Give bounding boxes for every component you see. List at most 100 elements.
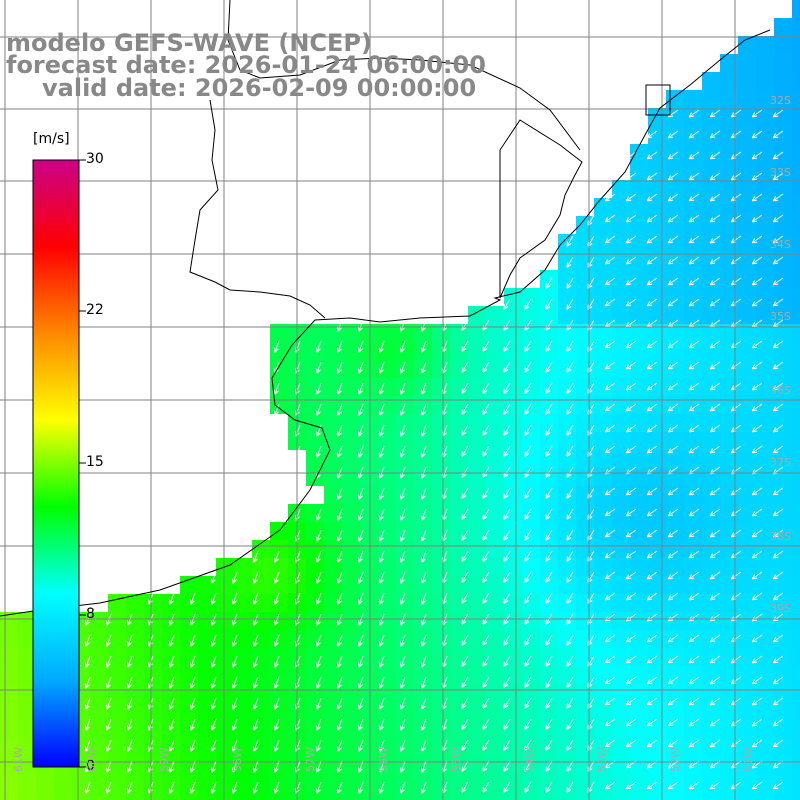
wind-arrow bbox=[709, 676, 721, 685]
wind-arrow bbox=[688, 235, 700, 244]
wind-arrow bbox=[357, 361, 364, 374]
wind-arrow bbox=[503, 487, 511, 499]
wind-arrow bbox=[482, 340, 490, 352]
wind-arrow bbox=[772, 781, 784, 790]
wind-arrow bbox=[688, 445, 700, 454]
wind-arrow bbox=[604, 655, 616, 664]
wind-arrow bbox=[751, 508, 763, 517]
wind-arrow bbox=[751, 172, 763, 181]
wind-arrow bbox=[315, 697, 322, 710]
wind-arrow bbox=[709, 424, 721, 433]
wind-arrow bbox=[482, 697, 490, 709]
wind-arrow bbox=[625, 340, 637, 349]
wind-arrow bbox=[315, 529, 322, 542]
wind-arrow bbox=[189, 781, 196, 794]
wind-arrow bbox=[378, 445, 385, 458]
wind-arrow bbox=[751, 151, 763, 160]
wind-arrow bbox=[625, 424, 637, 433]
wind-arrow bbox=[231, 592, 238, 605]
wind-arrow bbox=[336, 487, 343, 500]
wind-arrow bbox=[482, 382, 490, 394]
wind-arrow bbox=[772, 109, 784, 118]
lon-label-55w: 55W bbox=[450, 747, 463, 772]
lon-label-51w: 51W bbox=[742, 747, 755, 772]
wind-arrow bbox=[646, 277, 658, 286]
wind-arrow bbox=[84, 739, 91, 752]
wind-arrow bbox=[482, 592, 490, 604]
wind-arrow bbox=[667, 655, 679, 664]
wind-arrow bbox=[667, 193, 679, 202]
wind-arrow bbox=[84, 676, 91, 689]
wind-arrow bbox=[231, 781, 238, 794]
wind-arrow bbox=[126, 613, 133, 626]
wind-arrow bbox=[252, 634, 259, 647]
wind-arrow bbox=[667, 781, 679, 790]
wind-arrow bbox=[420, 550, 427, 563]
wind-arrow bbox=[751, 277, 763, 286]
wind-arrow bbox=[126, 676, 133, 689]
wind-arrow bbox=[524, 319, 532, 331]
wind-arrow bbox=[604, 487, 616, 496]
wind-arrow bbox=[399, 760, 406, 773]
wind-arrow bbox=[667, 550, 679, 559]
wind-arrow bbox=[772, 676, 784, 685]
wind-arrow bbox=[336, 592, 343, 605]
wind-arrow bbox=[461, 697, 469, 709]
wind-arrow bbox=[336, 361, 343, 374]
wind-arrow bbox=[336, 571, 343, 584]
wind-arrow bbox=[688, 151, 700, 160]
wind-arrow bbox=[524, 361, 532, 373]
lon-label-59w: 59W bbox=[158, 747, 171, 772]
wind-arrow bbox=[420, 655, 427, 668]
wind-arrow bbox=[378, 487, 385, 500]
wind-arrow bbox=[273, 781, 280, 794]
wind-arrow bbox=[378, 592, 385, 605]
wind-arrow bbox=[667, 151, 679, 160]
wind-arrow bbox=[503, 382, 511, 394]
wind-arrow bbox=[566, 655, 574, 667]
wind-arrow bbox=[667, 529, 679, 538]
wind-arrow bbox=[646, 361, 658, 370]
wind-arrow bbox=[524, 550, 532, 562]
wind-arrow bbox=[315, 403, 322, 416]
wind-arrow bbox=[524, 760, 532, 772]
wind-arrow bbox=[273, 340, 280, 353]
wind-arrow bbox=[399, 697, 406, 710]
wind-arrow bbox=[378, 781, 385, 794]
wind-arrow bbox=[189, 676, 196, 689]
wind-arrow bbox=[709, 739, 721, 748]
wind-arrow bbox=[105, 739, 112, 752]
wind-arrow bbox=[420, 403, 427, 416]
wind-arrow bbox=[503, 340, 511, 352]
wind-arrow bbox=[688, 256, 700, 265]
wind-arrow bbox=[336, 613, 343, 626]
wind-arrow bbox=[772, 172, 784, 181]
wind-arrow bbox=[231, 697, 238, 710]
wind-arrow bbox=[625, 172, 637, 181]
wind-arrow bbox=[772, 550, 784, 559]
lon-label-61w: 61W bbox=[12, 747, 25, 772]
border-north bbox=[227, 0, 581, 151]
wind-arrow bbox=[482, 424, 490, 436]
wind-arrow bbox=[420, 571, 427, 584]
wind-arrow bbox=[625, 634, 637, 643]
wind-arrow bbox=[357, 529, 364, 542]
wind-arrow bbox=[420, 613, 427, 626]
wind-arrow bbox=[336, 760, 343, 773]
wind-arrow bbox=[751, 130, 763, 139]
wind-arrow bbox=[545, 655, 553, 667]
wind-arrow bbox=[357, 655, 364, 668]
wind-arrow bbox=[688, 508, 700, 517]
wind-arrow bbox=[357, 340, 364, 353]
wind-arrow bbox=[168, 760, 175, 773]
wind-arrow bbox=[646, 382, 658, 391]
wind-arrow bbox=[168, 634, 175, 647]
wind-arrow bbox=[461, 382, 469, 394]
wind-arrow bbox=[378, 340, 385, 353]
wind-arrow bbox=[315, 655, 322, 668]
wind-arrow bbox=[126, 739, 133, 752]
wind-arrow bbox=[524, 718, 532, 730]
wind-arrow bbox=[545, 550, 553, 562]
wind-arrow bbox=[503, 592, 511, 604]
wind-arrow bbox=[772, 193, 784, 202]
